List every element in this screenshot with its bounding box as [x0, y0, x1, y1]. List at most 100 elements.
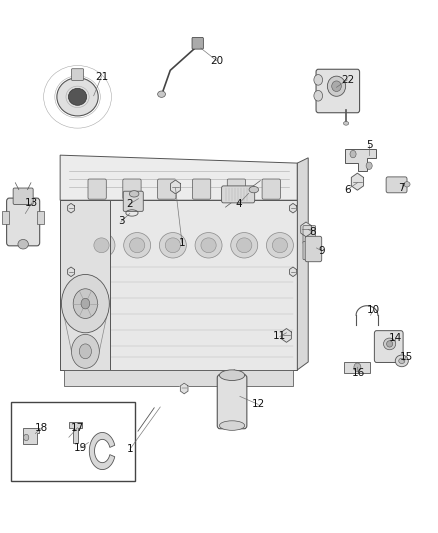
Polygon shape [282, 328, 291, 342]
Polygon shape [60, 200, 110, 370]
Polygon shape [344, 362, 371, 373]
Text: 18: 18 [35, 423, 49, 433]
FancyBboxPatch shape [13, 188, 33, 205]
FancyBboxPatch shape [316, 69, 360, 113]
Ellipse shape [94, 238, 109, 253]
Text: 16: 16 [352, 368, 365, 377]
Ellipse shape [165, 238, 180, 253]
Text: 3: 3 [118, 216, 124, 227]
Circle shape [81, 298, 90, 309]
Ellipse shape [327, 76, 346, 96]
Polygon shape [290, 204, 297, 213]
FancyBboxPatch shape [123, 191, 143, 212]
FancyBboxPatch shape [192, 179, 211, 199]
Ellipse shape [88, 232, 115, 258]
Ellipse shape [159, 232, 186, 258]
Ellipse shape [195, 232, 222, 258]
FancyBboxPatch shape [217, 375, 247, 429]
Text: 13: 13 [25, 198, 39, 208]
FancyBboxPatch shape [7, 198, 40, 246]
Bar [37, 211, 44, 224]
FancyBboxPatch shape [303, 241, 316, 260]
Ellipse shape [57, 78, 98, 116]
Ellipse shape [231, 232, 258, 258]
Polygon shape [4, 215, 8, 221]
Text: 1: 1 [179, 238, 185, 248]
Text: 20: 20 [210, 56, 223, 66]
FancyBboxPatch shape [71, 69, 84, 80]
FancyBboxPatch shape [262, 179, 280, 199]
Polygon shape [89, 432, 115, 470]
FancyBboxPatch shape [222, 186, 254, 203]
Text: 12: 12 [251, 399, 265, 409]
Ellipse shape [68, 88, 87, 106]
Ellipse shape [399, 358, 405, 364]
Ellipse shape [272, 238, 288, 253]
Ellipse shape [158, 91, 166, 98]
Polygon shape [301, 222, 311, 237]
FancyBboxPatch shape [123, 179, 141, 199]
Text: 10: 10 [367, 305, 380, 315]
FancyBboxPatch shape [158, 179, 176, 199]
Circle shape [73, 289, 98, 318]
Text: 21: 21 [95, 71, 108, 82]
Text: 15: 15 [399, 352, 413, 361]
Polygon shape [69, 422, 82, 443]
Text: 7: 7 [399, 183, 405, 193]
Ellipse shape [384, 338, 396, 350]
Polygon shape [180, 383, 188, 394]
FancyBboxPatch shape [303, 225, 316, 244]
Ellipse shape [129, 191, 139, 197]
FancyBboxPatch shape [88, 179, 106, 199]
Polygon shape [60, 200, 297, 370]
Polygon shape [290, 267, 297, 277]
Polygon shape [64, 370, 293, 386]
Ellipse shape [266, 232, 293, 258]
Circle shape [350, 150, 356, 158]
Ellipse shape [343, 122, 349, 125]
Text: 9: 9 [318, 246, 325, 256]
Text: 4: 4 [235, 199, 242, 209]
Text: 5: 5 [366, 140, 372, 150]
Circle shape [71, 334, 99, 368]
Bar [11, 402, 135, 481]
Circle shape [24, 434, 29, 441]
Circle shape [354, 363, 361, 372]
Ellipse shape [219, 421, 245, 430]
Text: 2: 2 [127, 199, 133, 209]
FancyBboxPatch shape [227, 179, 246, 199]
Ellipse shape [387, 341, 392, 347]
Ellipse shape [219, 370, 245, 381]
Circle shape [366, 162, 372, 169]
FancyBboxPatch shape [192, 37, 203, 49]
Ellipse shape [18, 239, 28, 249]
Text: 6: 6 [344, 184, 351, 195]
Ellipse shape [130, 238, 145, 253]
Polygon shape [60, 155, 297, 200]
Circle shape [79, 344, 92, 359]
Polygon shape [170, 180, 180, 194]
Text: 17: 17 [71, 423, 84, 433]
Text: 14: 14 [389, 333, 402, 343]
Ellipse shape [237, 238, 252, 253]
Bar [2, 211, 9, 224]
Ellipse shape [404, 182, 410, 187]
Text: 11: 11 [273, 332, 286, 342]
FancyBboxPatch shape [305, 236, 322, 262]
Circle shape [61, 274, 110, 333]
FancyBboxPatch shape [386, 177, 407, 193]
Ellipse shape [201, 238, 216, 253]
Text: 19: 19 [74, 443, 87, 453]
Polygon shape [67, 204, 74, 213]
Ellipse shape [395, 355, 408, 367]
Ellipse shape [332, 81, 341, 92]
Circle shape [314, 75, 322, 85]
Text: 8: 8 [309, 227, 316, 237]
Ellipse shape [249, 187, 258, 193]
Text: 22: 22 [341, 75, 354, 85]
Polygon shape [345, 149, 376, 171]
Polygon shape [351, 173, 364, 190]
FancyBboxPatch shape [374, 330, 403, 362]
Polygon shape [297, 158, 308, 370]
Polygon shape [38, 215, 43, 221]
